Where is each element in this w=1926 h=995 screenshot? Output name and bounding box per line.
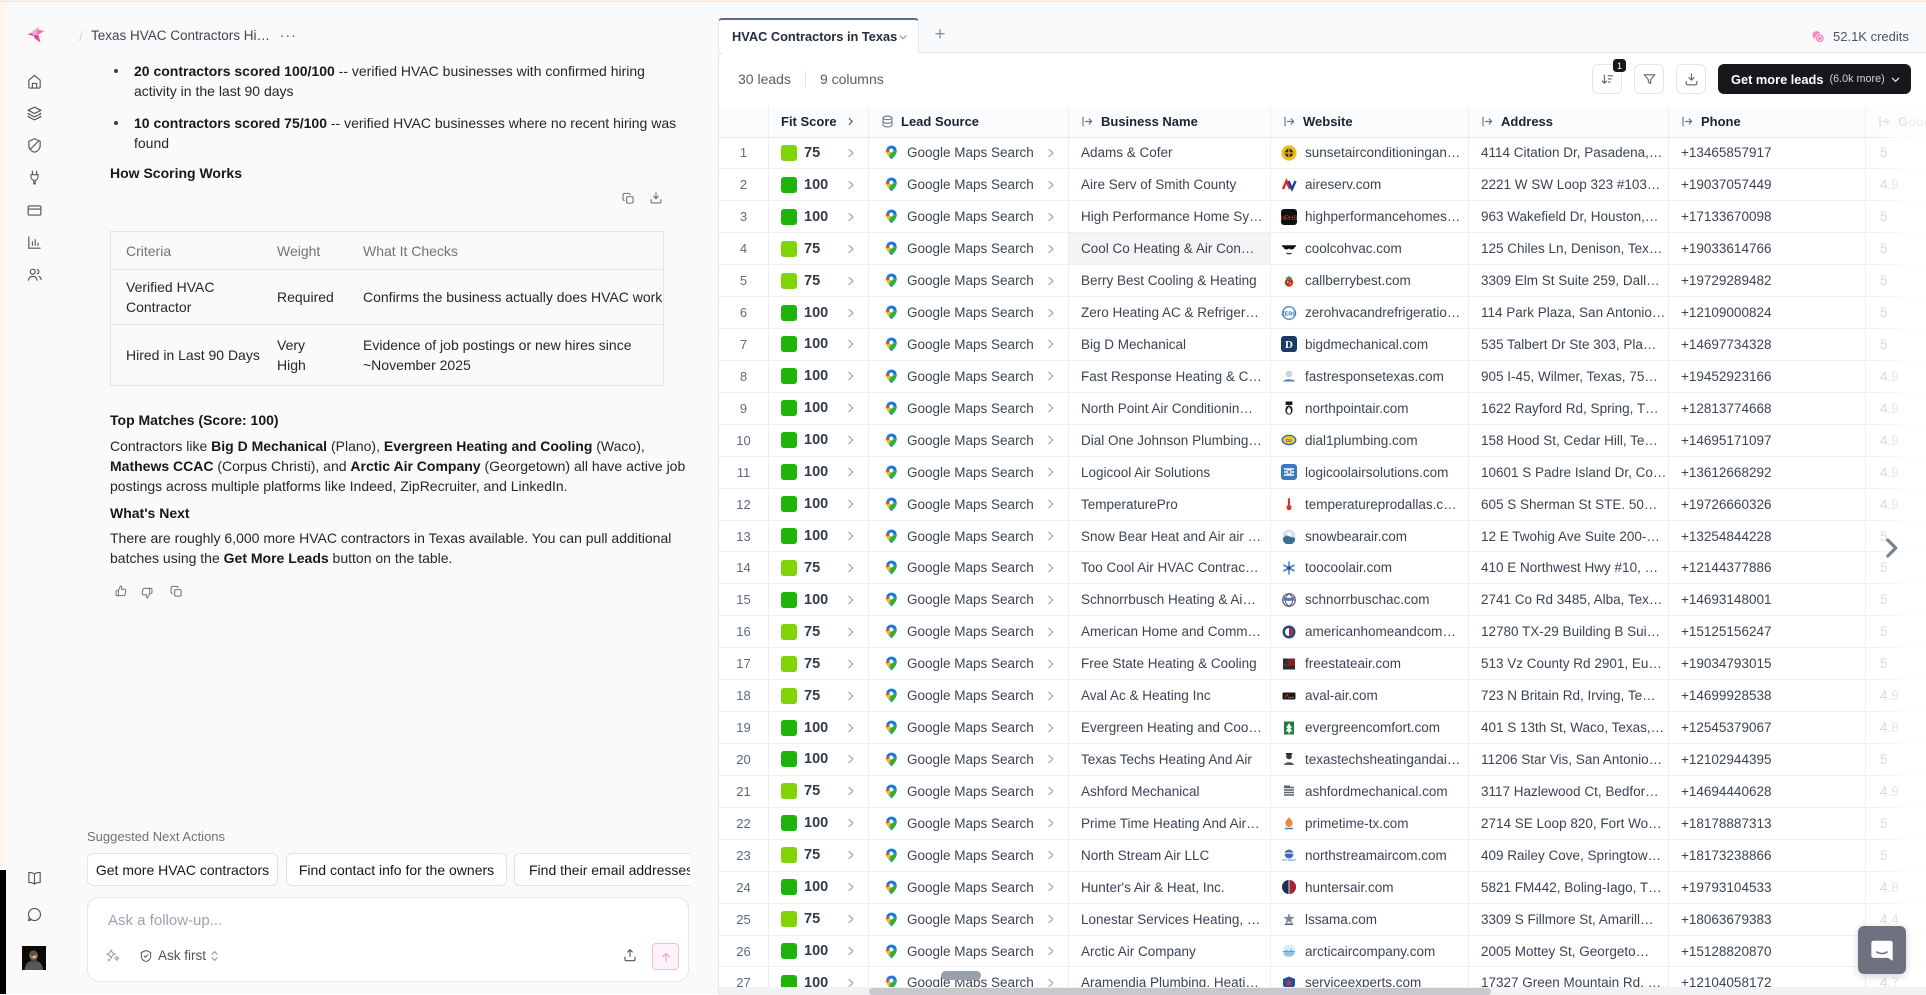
svg-text:D1: D1 — [1286, 438, 1292, 443]
svg-text:NSTREAM: NSTREAM — [1282, 858, 1296, 862]
svg-text:ZERO: ZERO — [1282, 311, 1297, 317]
svg-text:D: D — [1285, 339, 1293, 351]
svg-text:HPHS: HPHS — [1281, 216, 1297, 222]
